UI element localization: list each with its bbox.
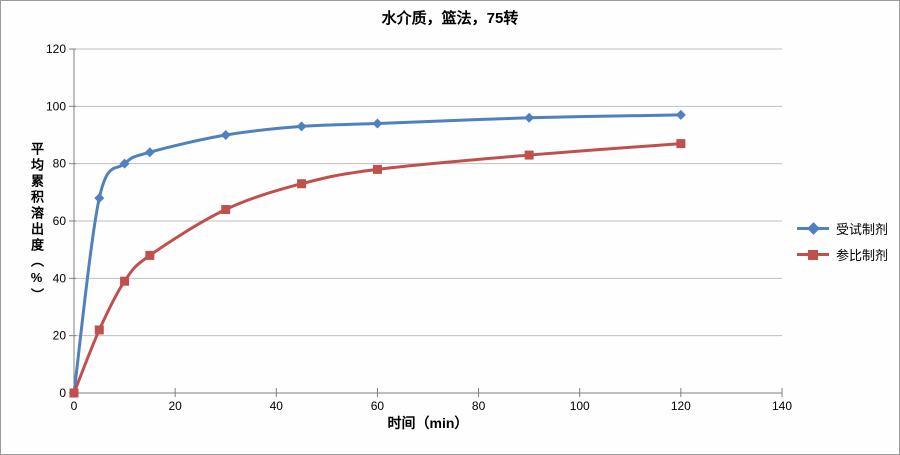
y-tick-label: 80 xyxy=(53,157,67,171)
series-line xyxy=(72,113,683,395)
square-marker-icon xyxy=(808,249,818,260)
x-tick-label: 120 xyxy=(671,399,691,413)
data-point-marker xyxy=(94,325,104,335)
x-tick-label: 80 xyxy=(472,399,486,413)
legend-label: 参比制剂 xyxy=(836,248,889,263)
data-point-marker xyxy=(297,179,307,189)
diamond-marker-icon xyxy=(807,222,820,235)
data-point-marker xyxy=(120,276,130,286)
data-point-marker xyxy=(144,147,155,158)
y-tick-label: 20 xyxy=(53,329,67,343)
data-point-marker xyxy=(524,112,535,123)
y-tick-label: 40 xyxy=(53,271,67,285)
legend-label: 受试制剂 xyxy=(836,222,889,237)
y-axis-title: 平均累积溶出度（%） xyxy=(29,142,44,304)
chart-title: 水介质，篮法，75转 xyxy=(381,10,519,27)
x-tick-label: 140 xyxy=(772,399,792,413)
data-point-marker xyxy=(296,121,307,132)
x-tick-label: 20 xyxy=(168,399,182,413)
x-tick-label: 40 xyxy=(270,399,284,413)
legend-item-reference-formulation[interactable]: 参比制剂 xyxy=(797,245,888,264)
series-受试制剂[interactable] xyxy=(69,109,686,398)
data-point-marker xyxy=(372,164,382,174)
legend-line-icon xyxy=(797,249,829,260)
data-point-marker xyxy=(372,118,383,129)
x-tick-label: 0 xyxy=(71,399,78,413)
data-point-marker xyxy=(221,205,231,215)
data-point-marker xyxy=(675,109,686,120)
data-point-marker xyxy=(69,388,79,398)
data-point-marker xyxy=(119,158,130,169)
data-point-marker xyxy=(145,250,155,260)
legend: 受试制剂 参比制剂 xyxy=(797,219,888,264)
series-参比制剂[interactable] xyxy=(69,139,686,398)
x-axis-title: 时间（min） xyxy=(387,415,469,431)
series-line xyxy=(72,142,683,395)
x-tick-label: 100 xyxy=(570,399,590,413)
y-tick-label: 100 xyxy=(46,99,66,113)
data-point-marker xyxy=(94,193,105,204)
y-tick-label: 120 xyxy=(46,42,66,56)
x-tick-label: 60 xyxy=(371,399,385,413)
data-point-marker xyxy=(220,130,231,140)
y-tick-label: 0 xyxy=(59,386,66,400)
legend-item-test-formulation[interactable]: 受试制剂 xyxy=(797,219,888,238)
data-point-marker xyxy=(676,139,686,149)
y-tick-label: 60 xyxy=(53,214,67,228)
data-point-marker xyxy=(524,150,534,160)
legend-line-icon xyxy=(797,222,829,235)
